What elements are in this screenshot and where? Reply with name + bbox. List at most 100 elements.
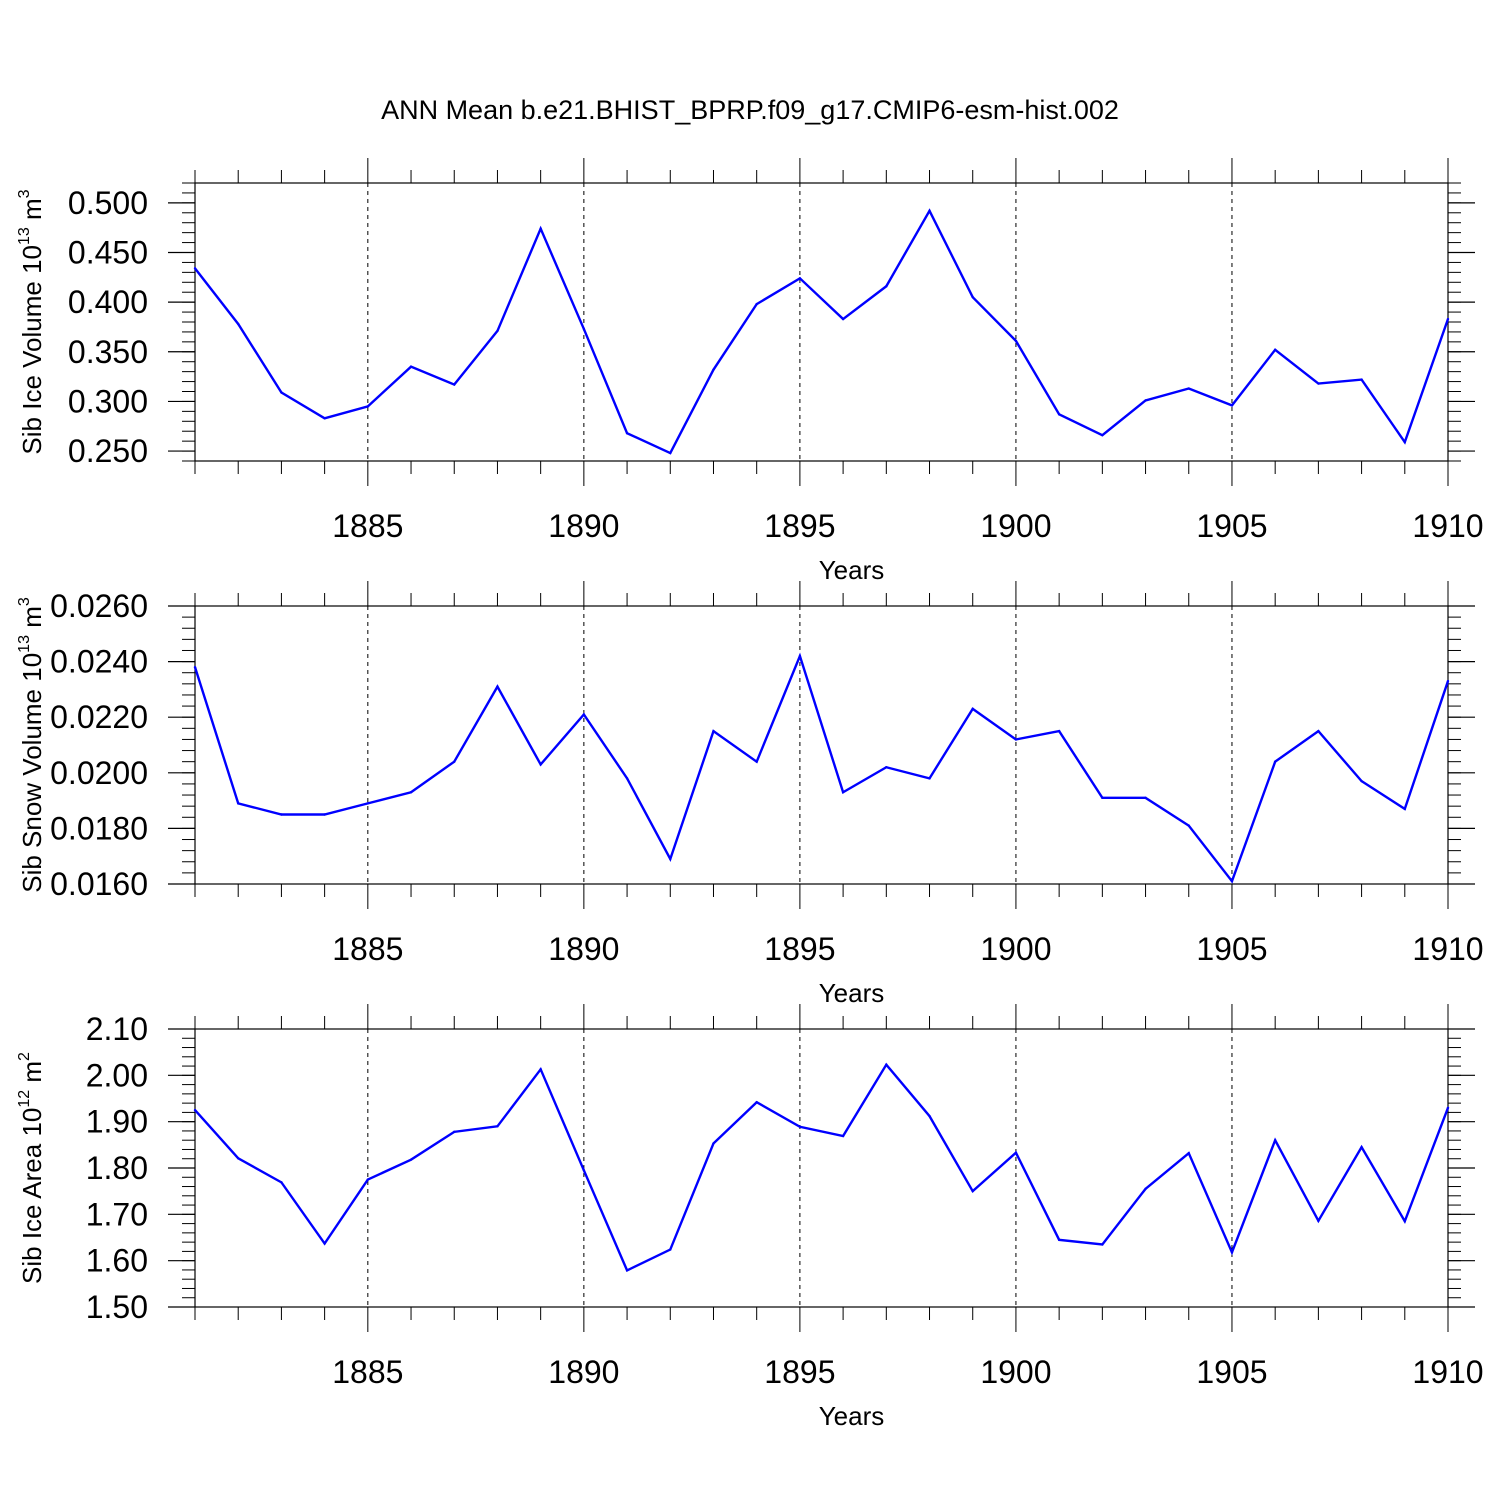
x-tick-label: 1910: [1412, 931, 1483, 967]
data-point: [1230, 1251, 1234, 1254]
data-point: [1446, 1106, 1450, 1109]
data-point: [237, 802, 240, 805]
data-point: [885, 1063, 888, 1066]
data-point: [1230, 880, 1234, 883]
x-tick-label: 1905: [1196, 1354, 1267, 1390]
data-point: [971, 1189, 974, 1193]
data-point: [625, 777, 629, 780]
data-point: [1360, 1145, 1363, 1149]
data-point: [280, 1181, 283, 1184]
x-tick-label: 1900: [980, 1354, 1051, 1390]
y-tick-label: 0.0160: [50, 866, 148, 902]
y-tick-label: 1.90: [86, 1104, 148, 1140]
data-point: [841, 1134, 845, 1138]
x-axis-title: Years: [819, 555, 885, 585]
y-tick-label: 0.300: [68, 383, 148, 419]
data-point: [755, 760, 758, 763]
data-point: [323, 1242, 326, 1245]
y-tick-label: 0.250: [68, 433, 148, 469]
data-point: [1014, 339, 1018, 343]
y-tick-label: 0.400: [68, 284, 148, 320]
data-point: [1144, 796, 1147, 800]
data-point: [669, 1248, 672, 1251]
data-point: [669, 451, 672, 455]
plot-frame: [194, 1028, 1449, 1308]
data-point: [1446, 679, 1450, 683]
data-point: [712, 1142, 715, 1145]
data-point: [1101, 796, 1104, 800]
data-point: [366, 1178, 370, 1181]
x-tick-label: 1910: [1412, 508, 1483, 544]
x-axis-title: Years: [819, 1401, 885, 1431]
data-point: [237, 322, 240, 326]
plot-frame: [194, 605, 1449, 885]
data-point: [323, 813, 326, 816]
data-point: [453, 383, 456, 386]
data-point: [1144, 1187, 1147, 1191]
data-point: [582, 1169, 586, 1172]
x-tick-label: 1890: [548, 931, 619, 967]
data-point: [1317, 1219, 1320, 1223]
data-point: [885, 285, 888, 288]
series-line: [194, 208, 1450, 455]
x-tick-label: 1895: [764, 1354, 835, 1390]
y-tick-label: 0.0260: [50, 588, 148, 624]
data-point: [1317, 382, 1320, 385]
data-point: [755, 1101, 758, 1104]
series-line: [194, 1062, 1450, 1273]
y-tick-label: 1.50: [86, 1289, 148, 1325]
data-point: [1360, 378, 1363, 381]
data-point: [582, 327, 586, 331]
data-point: [712, 368, 715, 371]
data-point: [323, 417, 326, 420]
data-point: [841, 317, 845, 321]
data-point: [453, 760, 456, 763]
x-tick-label: 1885: [332, 931, 403, 967]
data-point: [885, 766, 888, 769]
data-point: [1360, 779, 1363, 783]
data-point: [928, 777, 931, 780]
data-point: [1317, 729, 1320, 733]
data-point: [539, 763, 542, 766]
y-tick-label: 0.0200: [50, 755, 148, 791]
data-point: [1101, 1243, 1104, 1246]
data-point: [582, 713, 586, 716]
x-tick-label: 1885: [332, 1354, 403, 1390]
x-tick-label: 1895: [764, 508, 835, 544]
data-point: [1446, 317, 1450, 321]
x-tick-label: 1905: [1196, 508, 1267, 544]
data-point: [1273, 1139, 1277, 1142]
data-point: [539, 1068, 542, 1071]
data-point: [496, 329, 499, 333]
data-point: [1403, 1220, 1406, 1223]
x-tick-label: 1910: [1412, 1354, 1483, 1390]
data-point: [928, 209, 931, 212]
data-point: [366, 405, 370, 408]
data-point: [280, 391, 283, 394]
y-tick-label: 2.00: [86, 1057, 148, 1093]
data-point: [366, 802, 370, 805]
data-point: [669, 857, 672, 861]
chart-title: ANN Mean b.e21.BHIST_BPRP.f09_g17.CMIP6-…: [381, 95, 1119, 125]
y-axis-title: Sib Snow Volume 1013 m3: [16, 597, 47, 893]
data-point: [841, 791, 845, 794]
data-point: [755, 302, 758, 306]
data-point: [496, 1125, 499, 1128]
y-tick-label: 1.80: [86, 1150, 148, 1186]
data-point: [712, 729, 715, 733]
data-point: [1057, 413, 1061, 416]
x-axis-title: Years: [819, 978, 885, 1008]
series-line: [193, 652, 1450, 884]
y-axis-title: Sib Ice Volume 1013 m3: [16, 189, 47, 454]
data-point: [1273, 348, 1277, 351]
data-point: [409, 1158, 413, 1161]
data-point: [1144, 399, 1147, 402]
data-point: [193, 267, 197, 270]
data-point: [1057, 1238, 1061, 1242]
panel-snow-volume: 0.0160 0.0180 0.0200 0.0220 0.0240 0.0260 1885…: [16, 581, 1484, 1008]
data-point: [539, 227, 542, 230]
x-tick-label: 1890: [548, 1354, 619, 1390]
data-point: [798, 654, 802, 658]
panel-ice-volume: 0.250 0.300 0.350 0.400 0.450 0.500 1885 1890 18…: [16, 158, 1484, 585]
